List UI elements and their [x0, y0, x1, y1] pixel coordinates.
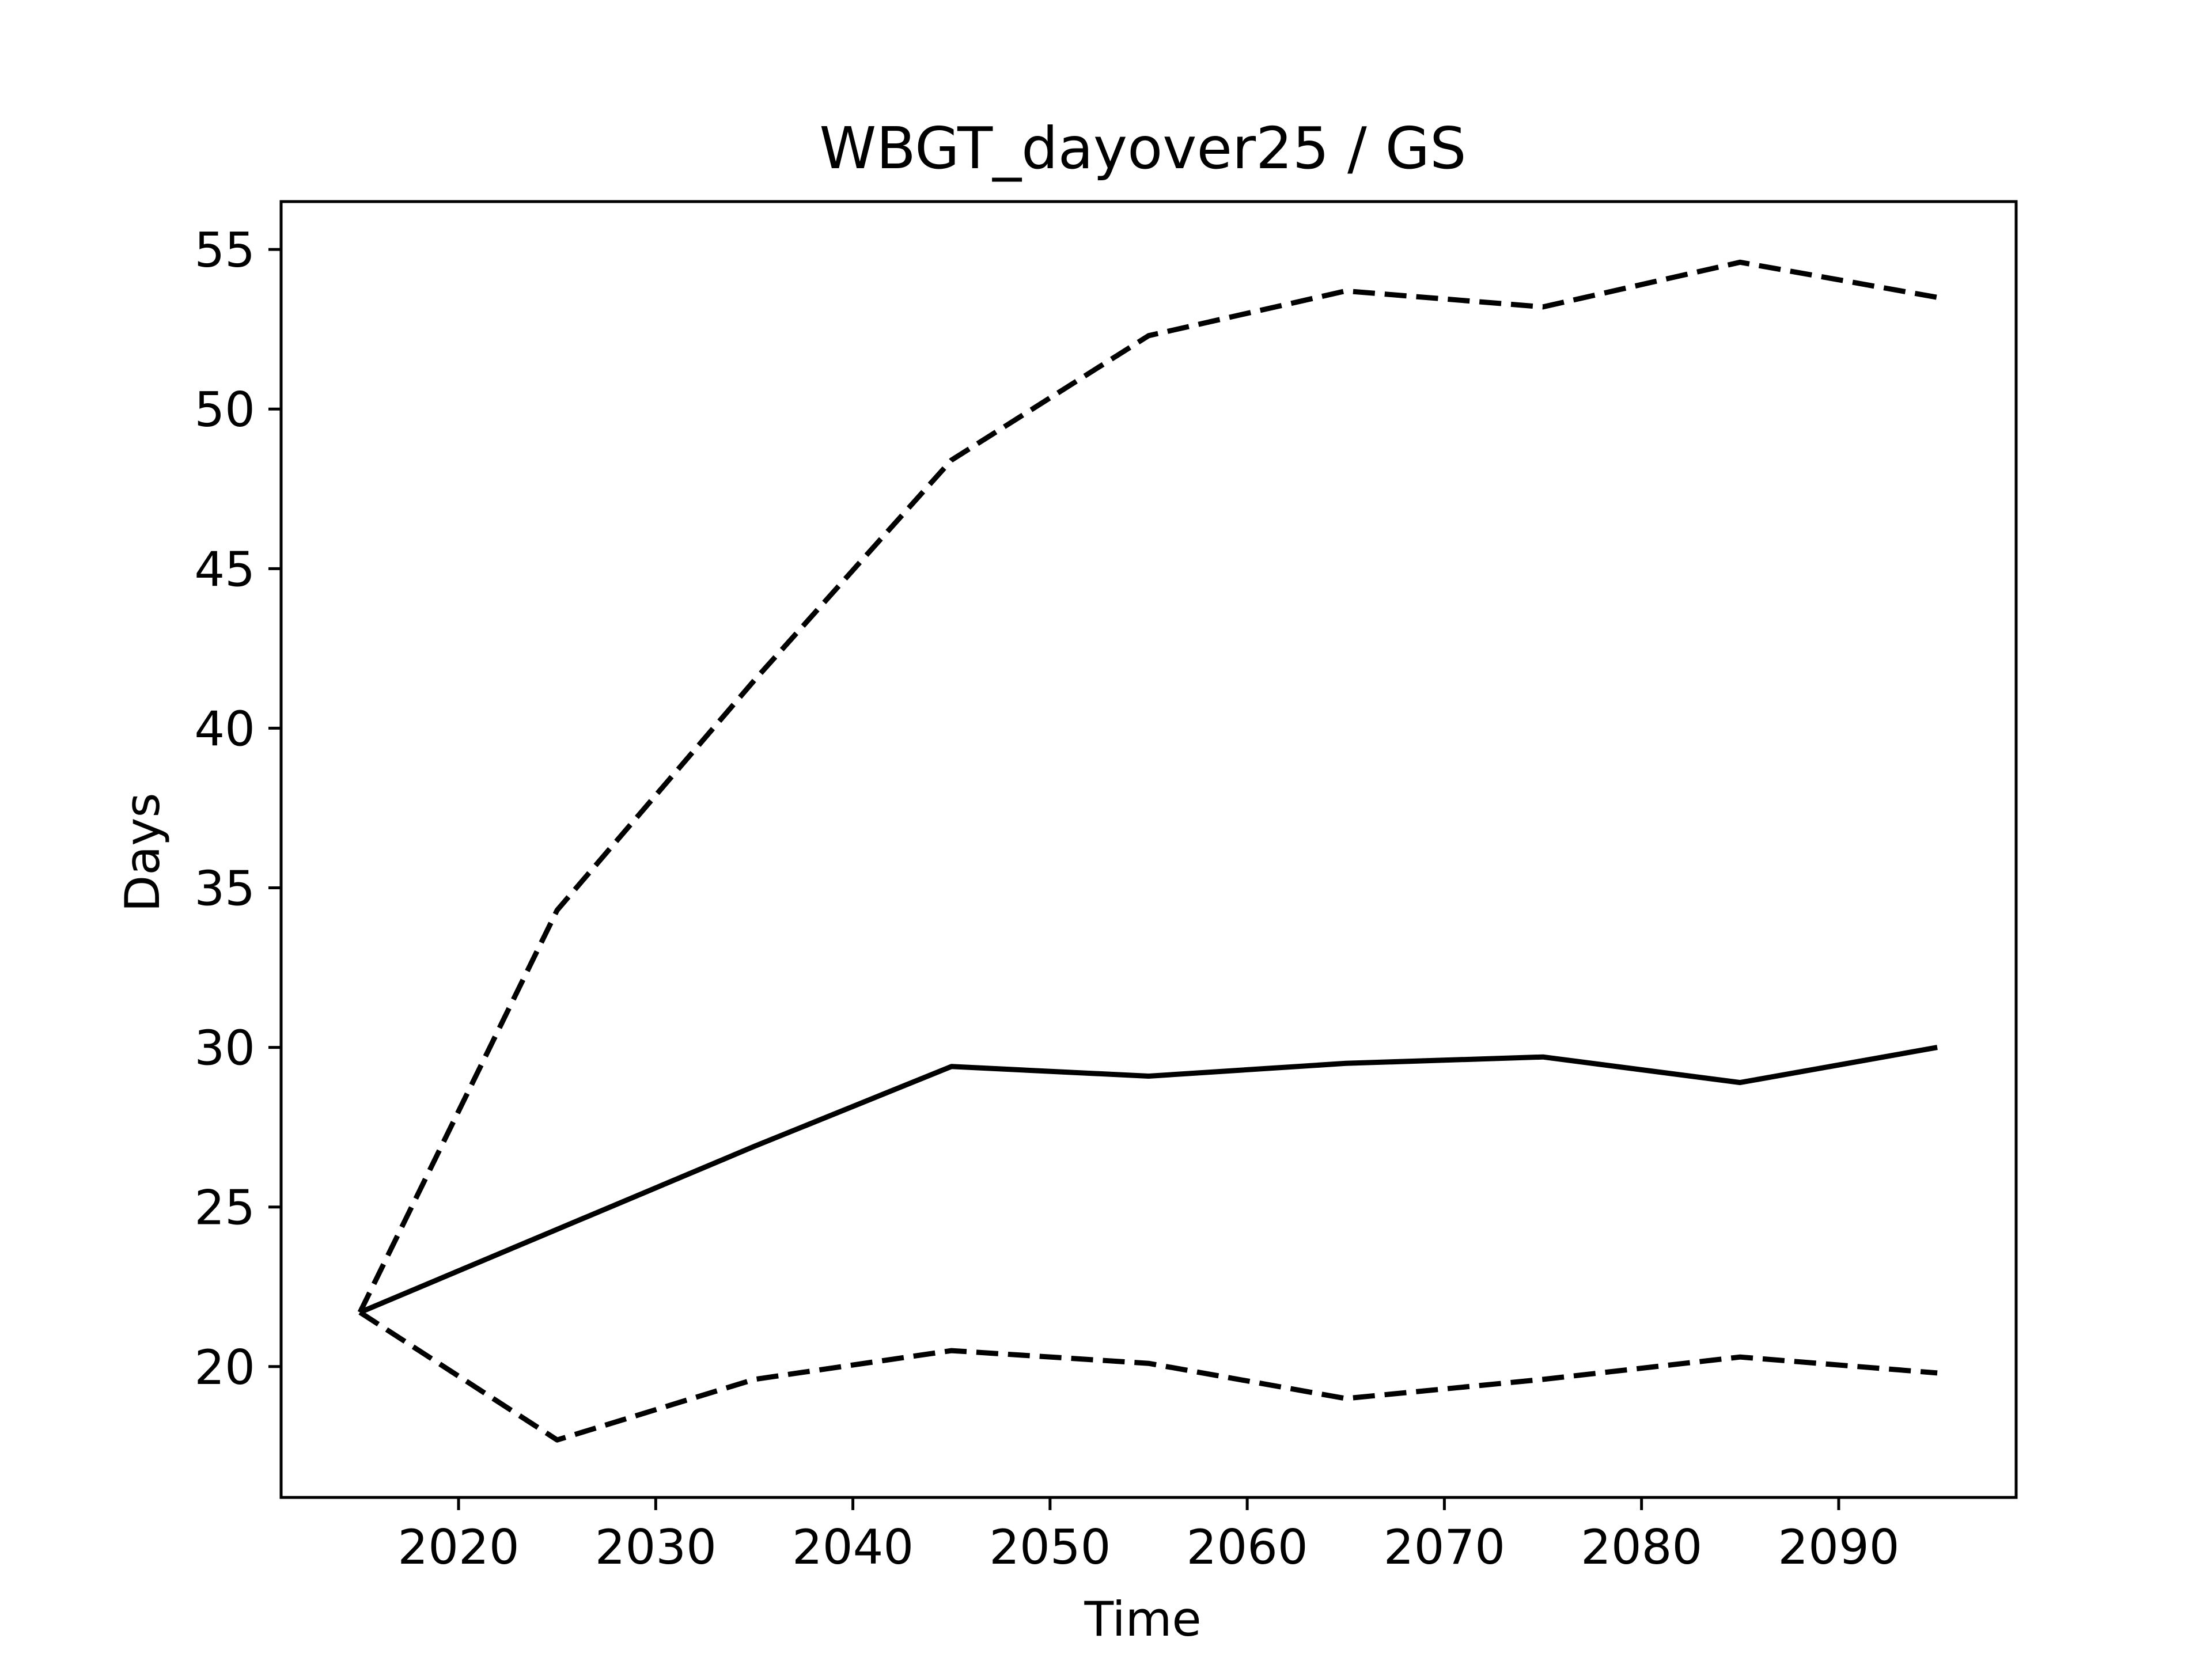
series-layer	[357, 259, 1938, 1443]
y-tick-label: 45	[194, 541, 255, 597]
x-tick-label: 2090	[1778, 1519, 1899, 1575]
y-tick-label: 40	[194, 701, 255, 757]
x-tick-label: 2070	[1384, 1519, 1505, 1575]
x-axis-ticks: 2020 2030 2040 2050 2060 2070 2080 2090	[397, 1497, 1900, 1575]
series-line-3	[358, 1310, 1938, 1443]
y-tick-label: 55	[194, 222, 255, 278]
x-tick-label: 2020	[397, 1519, 519, 1575]
chart-title: WBGT_dayover25 / GS	[819, 115, 1466, 182]
series-line-1	[357, 259, 1938, 1314]
x-tick-label: 2040	[792, 1519, 914, 1575]
x-tick-label: 2030	[595, 1519, 717, 1575]
y-axis-label: Days	[115, 792, 171, 912]
y-tick-label: 50	[194, 382, 255, 438]
x-tick-label: 2060	[1187, 1519, 1308, 1575]
y-tick-label: 20	[194, 1340, 255, 1395]
x-tick-label: 2080	[1581, 1519, 1702, 1575]
y-axis-ticks: 20 25 30 35 40 45 50 55	[194, 222, 281, 1395]
x-tick-label: 2050	[989, 1519, 1111, 1575]
y-tick-label: 25	[194, 1180, 255, 1236]
y-tick-label: 30	[194, 1021, 255, 1076]
series-line-2	[359, 1045, 1938, 1315]
plot-area-frame	[279, 200, 2018, 1499]
y-tick-label: 35	[194, 861, 255, 917]
x-axis-label: Time	[1084, 1591, 1201, 1647]
